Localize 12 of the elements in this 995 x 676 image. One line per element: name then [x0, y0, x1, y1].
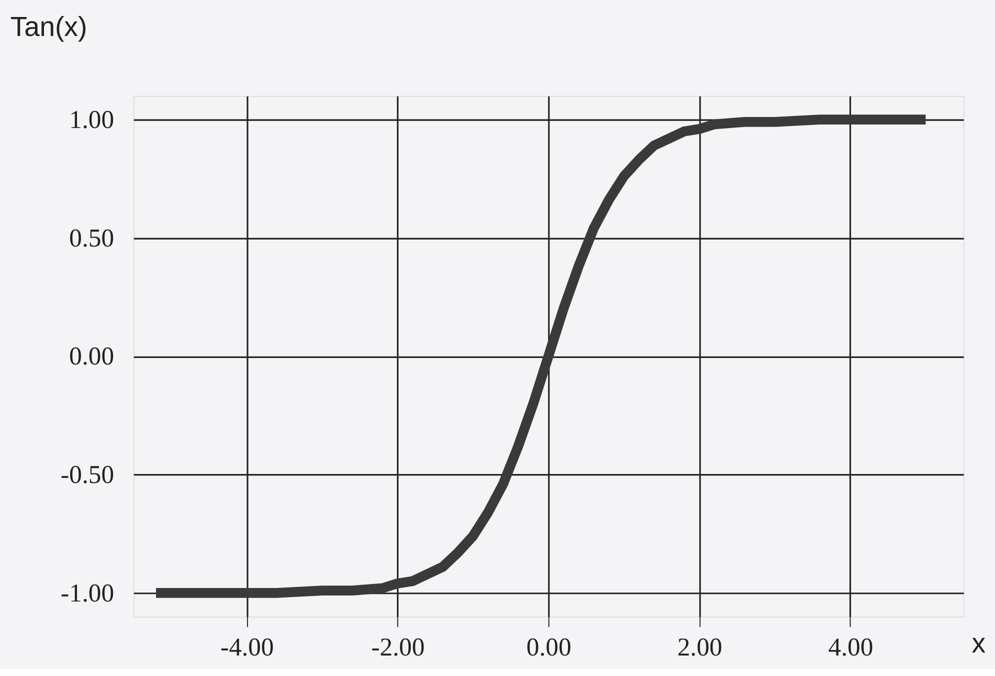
x-tick-label: 4.00 — [828, 632, 874, 662]
x-tick-label: -2.00 — [371, 632, 425, 662]
y-axis-title: Tan(x) — [10, 11, 88, 42]
y-tick-label: 0.50 — [69, 223, 114, 252]
x-axis-title: x — [972, 628, 986, 659]
y-tick-label: 0.00 — [69, 342, 114, 371]
y-tick-label: -1.00 — [60, 578, 114, 608]
x-tick-label: -4.00 — [220, 632, 274, 662]
y-tick-label: 1.00 — [69, 104, 114, 134]
x-tick-label: 0.00 — [526, 632, 572, 662]
y-tick-label: -0.50 — [60, 460, 114, 489]
x-tick-label: 2.00 — [677, 632, 722, 662]
